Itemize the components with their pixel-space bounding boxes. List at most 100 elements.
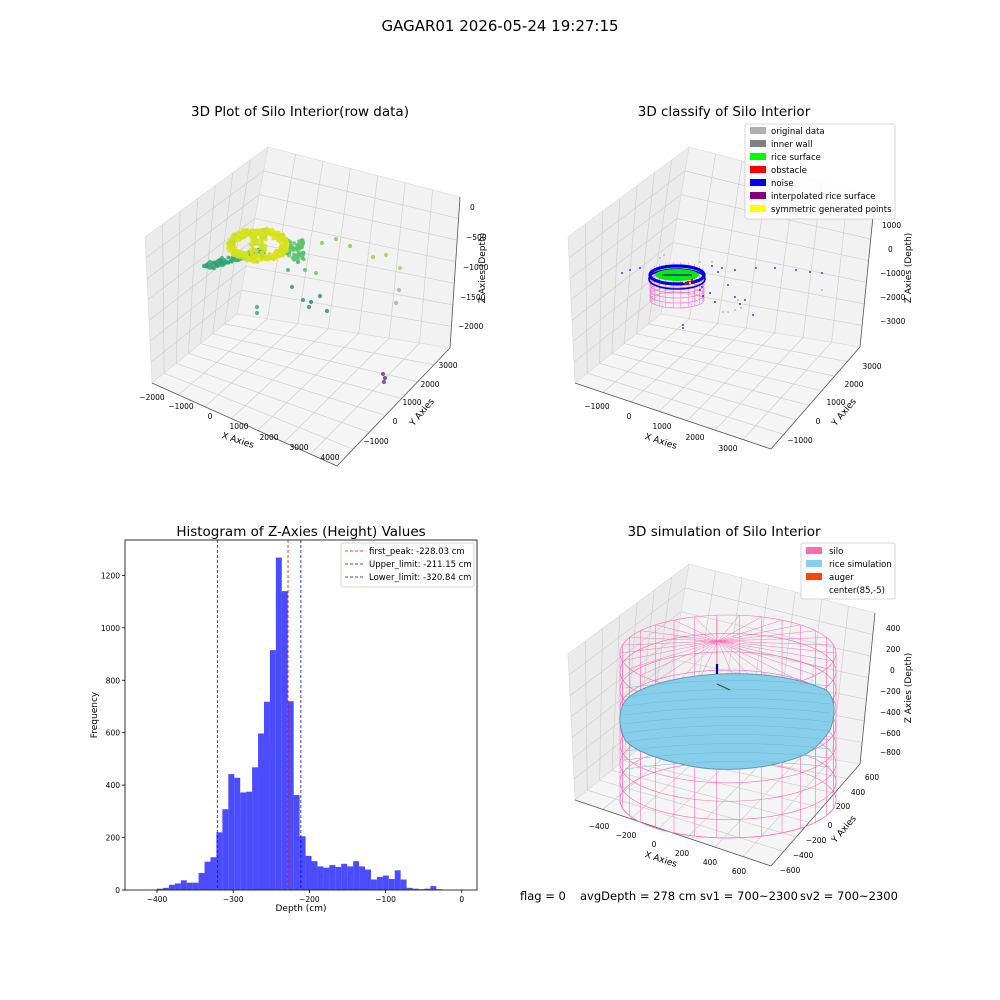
noise-point (682, 324, 684, 326)
raw-x-tick: 0 (208, 412, 213, 421)
rice-mesh-line (624, 707, 831, 716)
sim-z-tick: −200 (880, 687, 901, 696)
histogram-bar (293, 795, 300, 890)
silo-wire (640, 640, 719, 676)
raw-point (289, 284, 295, 290)
simulation-3d-title: 3D simulation of Silo Interior (627, 524, 821, 540)
classify-3d-grid-line (717, 160, 743, 324)
noise-point (809, 271, 811, 273)
raw-3d-grid-line (241, 289, 452, 327)
histogram-bar (400, 879, 407, 890)
classify-legend: original data inner wall rice surface obsta… (744, 123, 896, 220)
histogram-y-tick-label: 600 (106, 729, 121, 738)
original-point (737, 299, 739, 301)
classify-y-tick: 0 (816, 417, 821, 426)
rice-mesh-line (624, 743, 831, 752)
raw-point (295, 259, 301, 265)
legend-label: obstacle (771, 166, 807, 176)
silo-wire (717, 640, 827, 669)
histogram-bar (192, 882, 199, 890)
silo-wire (717, 640, 801, 682)
legend-swatch (750, 140, 766, 147)
raw-3d-grid-line (188, 353, 386, 416)
raw-3d-grid-line (283, 338, 390, 443)
panel-classify-3d: 3D classify of Silo Interior −1000 0 100… (567, 104, 914, 453)
histogram-y-tick-label: 200 (106, 834, 121, 843)
silo-wire (619, 640, 719, 654)
classify-y-tick: 3000 (862, 362, 881, 371)
histogram-bar (359, 866, 365, 890)
raw-3d-grid-line (419, 189, 433, 344)
classify-3d-grid-line (623, 185, 638, 344)
noise-point (709, 292, 711, 294)
sim-z-tick: 400 (886, 624, 901, 633)
histogram-bar (370, 879, 377, 890)
simulation-3d-grid-line (742, 759, 832, 857)
original-point (711, 261, 713, 263)
silo-wire (622, 640, 719, 646)
raw-3d-grid-line (204, 323, 299, 407)
raw-3d-grid-line (257, 333, 359, 431)
raw-point (299, 238, 304, 243)
noise-point (755, 267, 757, 269)
histogram-y-tick-label: 800 (106, 676, 121, 685)
raw-point (285, 267, 291, 273)
histogram-bar (376, 876, 383, 890)
sim-y-tick: −600 (780, 866, 801, 875)
noise-point (721, 267, 723, 269)
histogram-bar (335, 866, 342, 890)
sim-x-tick: 200 (675, 849, 690, 858)
simulation-3d-grid-line (568, 587, 686, 676)
raw-3d-x-axis (151, 382, 338, 467)
histogram-legend-label: first_peak: -228.03 cm (369, 547, 465, 557)
noise-point (621, 272, 623, 274)
histogram-bar (353, 861, 360, 890)
sim-y-tick: −400 (793, 851, 814, 860)
sim-z-tick: −600 (880, 729, 901, 738)
histogram-bar (210, 857, 217, 890)
silo-wire (717, 640, 834, 646)
noise-point (744, 299, 746, 301)
histogram-y-tick-label: 400 (106, 781, 121, 790)
histogram-bar (246, 791, 253, 890)
classify-3d-grid-line (664, 289, 863, 326)
raw-point (333, 236, 339, 242)
sim-y-tick: 600 (865, 773, 880, 782)
symmetric-point (682, 280, 686, 284)
legend-swatch (806, 573, 822, 580)
raw-point (219, 258, 224, 262)
classify-x-tick: 3000 (718, 444, 737, 453)
noise-point (682, 327, 684, 329)
classify-3d-grid-line (714, 337, 804, 431)
panel-raw-3d: 3D Plot of Silo Interior(row data) −2000… (139, 104, 489, 467)
raw-3d-grid-line (358, 175, 379, 334)
histogram-bars (157, 557, 443, 890)
simulation-3d-grid-line (599, 628, 603, 781)
simulation-3d-y-ticks: −600 −400 −200 0 200 400 600 (780, 773, 880, 875)
raw-point (227, 242, 231, 247)
classify-3d-grid-line (599, 211, 603, 364)
classify-3d-grid-line (630, 323, 719, 403)
histogram-bar (341, 863, 348, 890)
histogram-bar (204, 861, 211, 890)
sim-z-tick: −800 (880, 748, 901, 757)
simulation-3d-grid-line (624, 760, 822, 809)
raw-point (292, 255, 297, 260)
classify-z-label: Z Axies (Depth) (904, 233, 914, 304)
original-point (722, 311, 724, 313)
raw-point (255, 256, 260, 261)
legend-label: noise (771, 179, 794, 189)
rice-mesh-line (624, 752, 831, 761)
noise-point (739, 303, 741, 305)
raw-3d-grid-line (188, 198, 199, 354)
simulation-3d-z-ticks: 400 200 0 −200 −400 −600 −800 (880, 624, 901, 757)
raw-3d-grid-line (254, 218, 456, 263)
raw-point (295, 243, 300, 248)
sim-z-tick: 0 (890, 666, 895, 675)
raw-point (254, 237, 258, 241)
legend-label: original data (771, 127, 825, 137)
raw-z-tick: −1000 (463, 263, 489, 272)
rice-mesh-line (624, 698, 831, 707)
raw-3d-grid-line (231, 328, 329, 419)
raw-point (247, 232, 252, 237)
